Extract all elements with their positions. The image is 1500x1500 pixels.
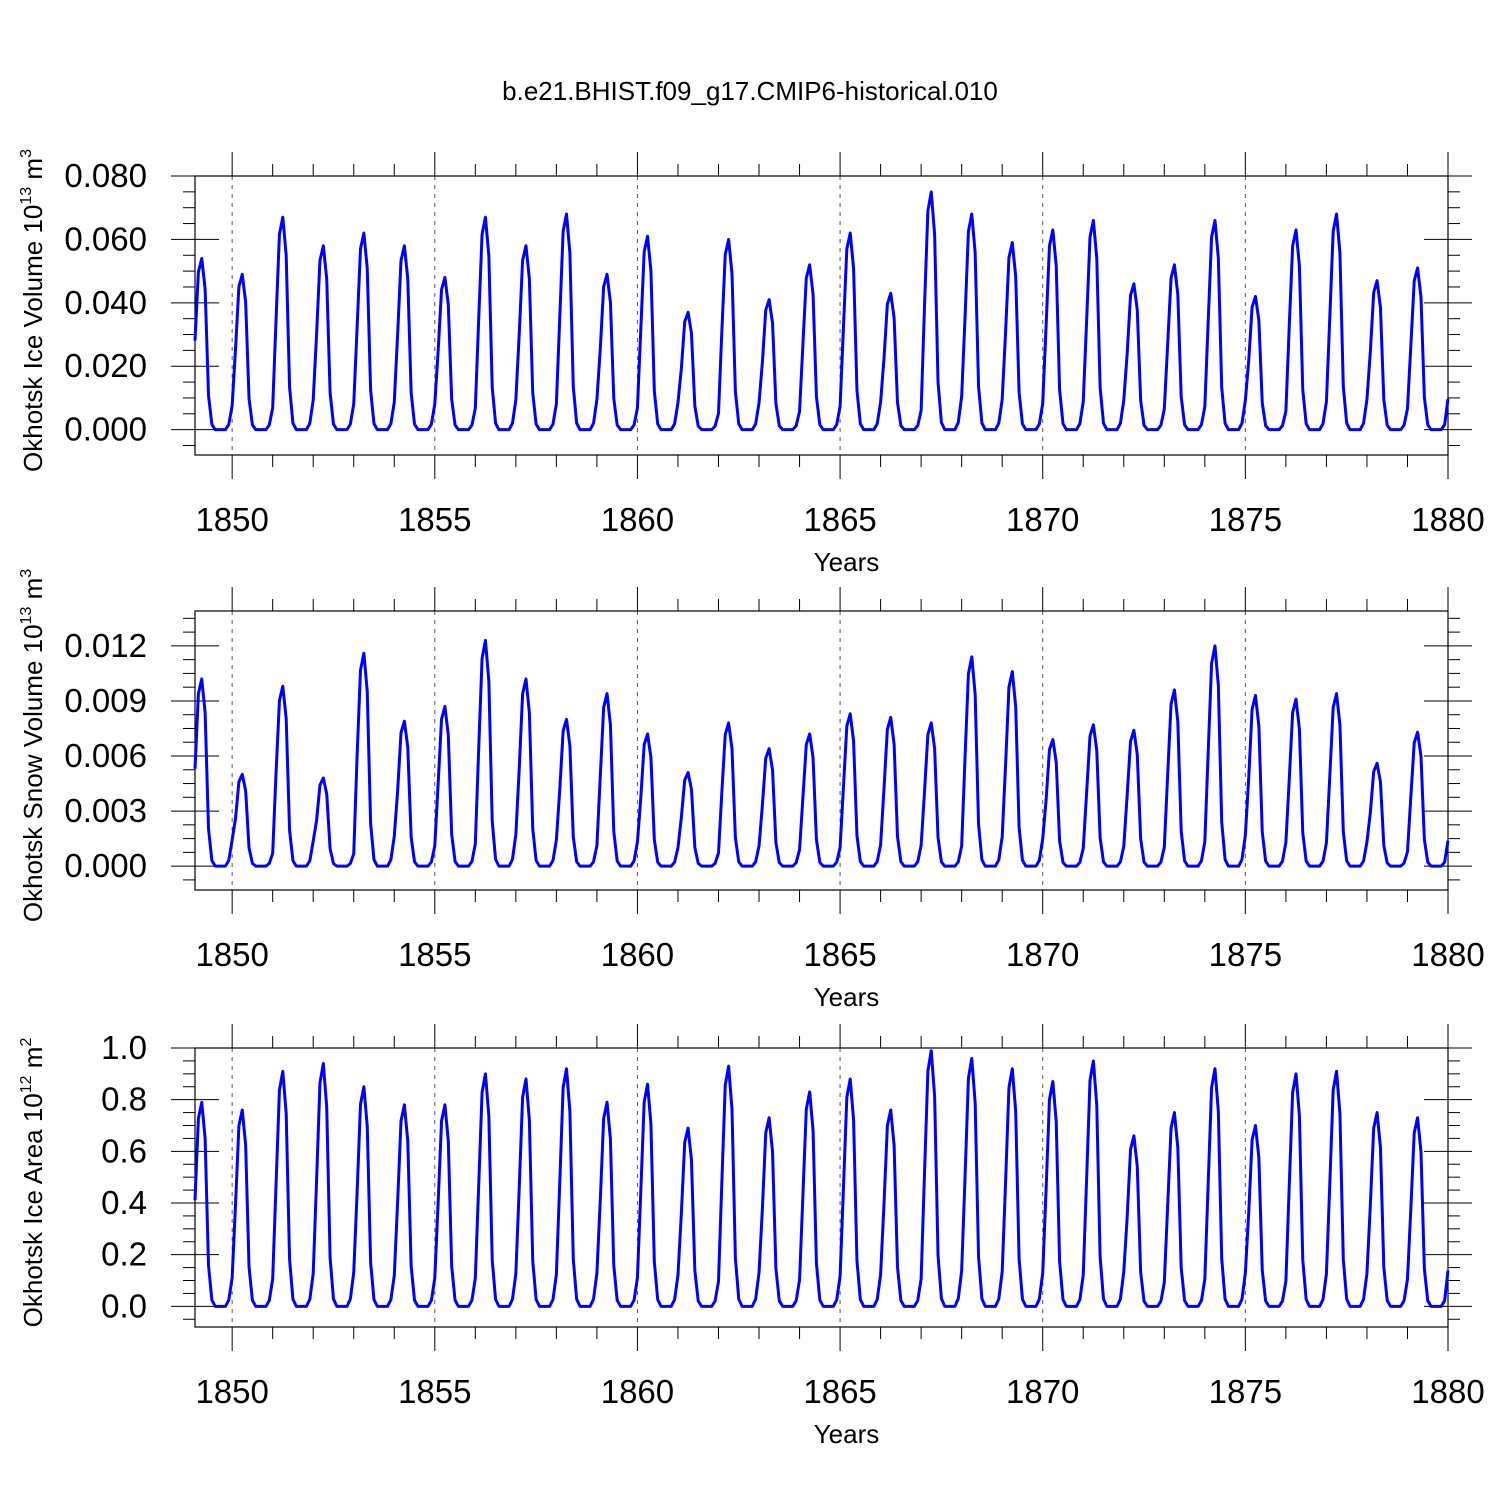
x-tick-label: 1850 [195,936,268,973]
x-tick-label: 1855 [398,936,471,973]
plot-frame [194,175,1449,456]
x-tick-label: 1870 [1006,501,1079,538]
y-tick-label: 0.4 [101,1184,147,1221]
x-tick-label: 1865 [803,936,876,973]
y-axis-label: Okhotsk Ice Volume 1013 m3 [18,149,48,472]
panel-snow-volume: 1850 1855 1860 1865 1870 1875 1880 Years 0.000 0.… [18,569,1485,1012]
y-tick-label: 0.003 [64,792,147,829]
x-tick-label: 1865 [803,1373,876,1410]
panels: 1850 1855 1860 1865 1870 1875 1880 Years 0.000 0.… [18,149,1485,1449]
chart-title: b.e21.BHIST.f09_g17.CMIP6-historical.010 [502,76,998,106]
x-tick-label: 1880 [1411,936,1484,973]
series-line [193,638,1450,868]
panel-ice-area: 1850 1855 1860 1865 1870 1875 1880 Years 0.0 0.2 0… [18,1024,1485,1449]
y-tick-label: 0.012 [64,627,147,664]
y-tick-label: 0.2 [101,1236,147,1273]
x-tick-label: 1875 [1209,936,1282,973]
y-axis-label: Okhotsk Snow Volume 1013 m3 [18,569,48,922]
x-tick-label: 1880 [1411,1373,1484,1410]
x-tick-label: 1855 [398,1373,471,1410]
x-tick-label: 1850 [195,501,268,538]
x-tick-label: 1870 [1006,936,1079,973]
y-tick-label: 0.009 [64,682,147,719]
x-axis-label: Years [814,1419,880,1449]
x-axis-label: Years [814,547,880,577]
y-tick-label: 0.060 [64,220,147,257]
x-tick-label: 1855 [398,501,471,538]
x-tick-label: 1870 [1006,1373,1079,1410]
y-tick-label: 0.020 [64,347,147,384]
y-tick-label: 0.006 [64,737,147,774]
series-line [193,1049,1450,1308]
series-line [193,190,1450,432]
y-tick-label: 0.080 [64,157,147,194]
y-tick-label: 0.6 [101,1132,147,1169]
y-tick-label: 1.0 [101,1029,147,1066]
y-axis-label: Okhotsk Ice Area 1012 m2 [18,1038,48,1328]
y-tick-label: 0.040 [64,284,147,321]
x-tick-label: 1860 [601,501,674,538]
panel-ice-volume: 1850 1855 1860 1865 1870 1875 1880 Years 0.000 0.… [18,149,1485,577]
y-tick-label: 0.0 [101,1287,147,1324]
x-axis-label: Years [814,982,880,1012]
y-tick-label: 0.000 [64,411,147,448]
x-tick-label: 1875 [1209,501,1282,538]
x-tick-label: 1860 [601,1373,674,1410]
x-tick-label: 1860 [601,936,674,973]
x-tick-label: 1875 [1209,1373,1282,1410]
x-tick-label: 1880 [1411,501,1484,538]
y-tick-label: 0.8 [101,1081,147,1118]
x-tick-label: 1850 [195,1373,268,1410]
y-tick-label: 0.000 [64,847,147,884]
x-tick-label: 1865 [803,501,876,538]
